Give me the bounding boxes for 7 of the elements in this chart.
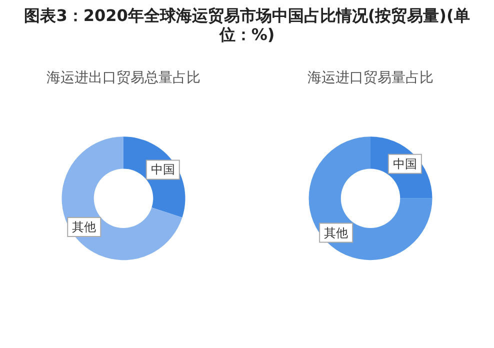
- chart-title: 海运进口贸易量占比: [308, 70, 434, 86]
- chart-subtitle: 海运进出口贸易总量占比: [46, 70, 200, 86]
- slice-label: 中国: [392, 156, 417, 171]
- text: 图表3：2020年全球海运贸易市场中国占比情况(按贸易量)(单位：%): [23, 6, 471, 44]
- slice-label: 中国: [150, 162, 175, 177]
- slice-label: 其他: [324, 226, 348, 240]
- slice-label: 其他: [72, 220, 96, 234]
